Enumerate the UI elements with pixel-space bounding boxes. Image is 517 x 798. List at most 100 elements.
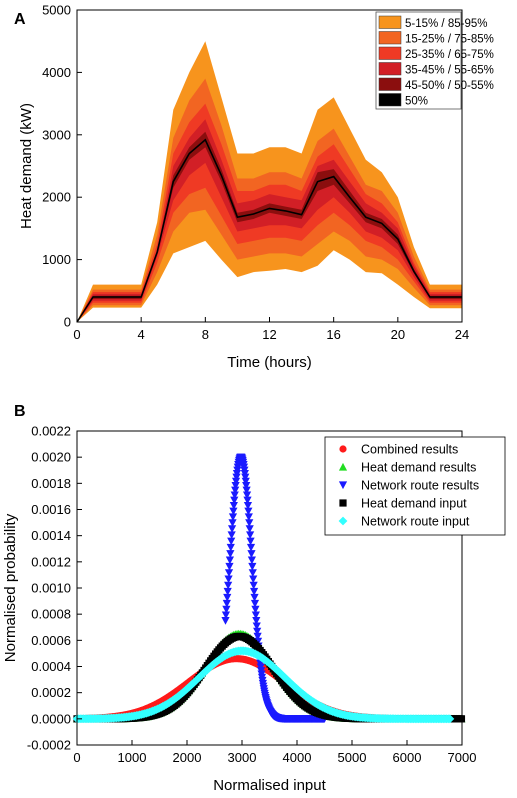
- panel-a-chart: A 0 4 8 12 16 20 24 0 1000 2000 3000 4000 5000 Time (h…: [14, 3, 494, 372]
- y-tick-label: 0.0002: [31, 685, 71, 700]
- data-point: [231, 486, 240, 495]
- data-point: [253, 627, 262, 636]
- legend-label: Heat demand results: [361, 461, 476, 475]
- legend-b: Combined results Heat demand results Netwo…: [324, 436, 506, 536]
- legend-marker: [339, 499, 347, 507]
- y-tick-label: 0.0012: [31, 554, 71, 569]
- data-point: [249, 575, 258, 584]
- y-tick-label: 4000: [42, 65, 71, 80]
- data-point: [228, 525, 237, 533]
- y-tick-label: 0.0008: [31, 607, 71, 622]
- x-tick-label: 2000: [173, 750, 202, 765]
- legend-a: 5-15% / 85-95% 15-25% / 75-85% 25-35% / 65…: [375, 11, 494, 110]
- x-tick-label: 6000: [393, 750, 422, 765]
- legend-b-box: [324, 436, 506, 536]
- y-tick-label: 0.0018: [31, 476, 71, 491]
- data-point: [232, 469, 242, 478]
- legend-label: Network route results: [361, 479, 479, 493]
- y-tick-label: 0.0000: [31, 711, 71, 726]
- legend-label: Network route input: [361, 515, 470, 529]
- legend-swatch: [378, 31, 402, 45]
- data-point: [225, 556, 234, 565]
- data-point: [231, 482, 240, 490]
- band-4: [77, 119, 462, 322]
- legend-swatch: [378, 77, 402, 91]
- x-tick-label: 24: [455, 327, 469, 342]
- data-point: [230, 491, 239, 500]
- y-tick-label: 0.0004: [31, 659, 71, 674]
- data-point: [245, 525, 254, 533]
- panel-b-label: B: [14, 403, 26, 420]
- data-point: [246, 531, 255, 540]
- x-tick-label: 4000: [283, 750, 312, 765]
- legend-label: Combined results: [361, 443, 458, 457]
- legend-marker: [338, 481, 348, 490]
- data-point: [228, 519, 237, 527]
- data-point: [242, 491, 252, 500]
- x-tick-label: 0: [73, 750, 80, 765]
- data-point: [248, 569, 257, 577]
- data-point: [244, 507, 253, 516]
- legend-marker: [338, 516, 348, 526]
- data-point: [457, 715, 466, 723]
- data-point: [241, 477, 250, 486]
- x-tick-label: 3000: [228, 750, 257, 765]
- y-tick-label: 0.0014: [31, 528, 71, 543]
- data-point: [252, 617, 261, 625]
- legend-label: 45-50% / 50-55%: [405, 80, 494, 92]
- x-tick-label: 0: [73, 327, 80, 342]
- data-point: [248, 562, 257, 571]
- y-tick-label: 1000: [42, 252, 71, 267]
- y-axis-label: Normalised probability: [2, 513, 19, 662]
- x-tick-label: 12: [262, 327, 276, 342]
- legend-a-box: [375, 11, 462, 110]
- data-point: [246, 537, 255, 546]
- data-point: [250, 593, 259, 602]
- data-point: [226, 550, 235, 558]
- legend-label: Heat demand input: [361, 497, 467, 511]
- data-point: [221, 617, 230, 625]
- x-tick-label: 1000: [118, 750, 147, 765]
- y-tick-label: 3000: [42, 127, 71, 142]
- x-tick-label: 4: [138, 327, 145, 342]
- data-point: [250, 587, 259, 596]
- data-point: [223, 593, 232, 602]
- data-point: [250, 599, 260, 608]
- data-point: [224, 581, 233, 590]
- y-tick-label: 0: [64, 315, 71, 330]
- data-point: [243, 496, 252, 505]
- data-point: [226, 543, 235, 552]
- x-tick-label: 7000: [448, 750, 477, 765]
- series-network-route-input: [72, 646, 455, 724]
- y-tick-label: 0.0010: [31, 581, 71, 596]
- data-point: [229, 502, 238, 510]
- x-tick-label: 5000: [338, 750, 367, 765]
- data-point: [232, 473, 241, 482]
- series-network-route-results: [221, 453, 329, 723]
- y-tick-label: -0.0002: [27, 738, 71, 753]
- legend-label: 5-15% / 85-95%: [405, 18, 487, 30]
- y-tick-label: 0.0016: [31, 502, 71, 517]
- data-point: [242, 482, 251, 490]
- legend-marker: [338, 462, 348, 471]
- median-line: [76, 138, 462, 323]
- y-axis-label: Heat demand (kW): [18, 103, 35, 229]
- data-point: [224, 569, 234, 577]
- data-point: [252, 622, 261, 631]
- y-tick-label: 0.0020: [31, 450, 71, 465]
- data-point: [251, 605, 260, 614]
- legend-swatch: [378, 15, 402, 29]
- data-point: [222, 599, 231, 608]
- x-axis-label: Normalised input: [213, 777, 326, 794]
- data-point: [253, 632, 262, 641]
- data-point: [222, 605, 231, 614]
- legend-label: 15-25% / 75-85%: [405, 34, 494, 46]
- data-point: [243, 502, 253, 510]
- data-point: [245, 519, 254, 527]
- data-point: [445, 714, 455, 724]
- data-point: [228, 513, 238, 522]
- data-point: [227, 537, 236, 546]
- data-point: [247, 556, 256, 565]
- legend-swatch: [378, 62, 402, 76]
- legend-label: 35-45% / 55-65%: [405, 65, 494, 77]
